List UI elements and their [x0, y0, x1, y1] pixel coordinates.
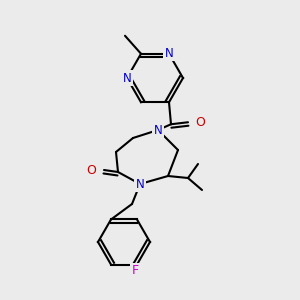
Text: N: N [136, 178, 144, 190]
Text: F: F [131, 264, 139, 277]
Text: O: O [86, 164, 96, 176]
Text: N: N [154, 124, 162, 136]
Text: N: N [123, 71, 131, 85]
Text: O: O [195, 116, 205, 129]
Text: N: N [165, 47, 173, 60]
